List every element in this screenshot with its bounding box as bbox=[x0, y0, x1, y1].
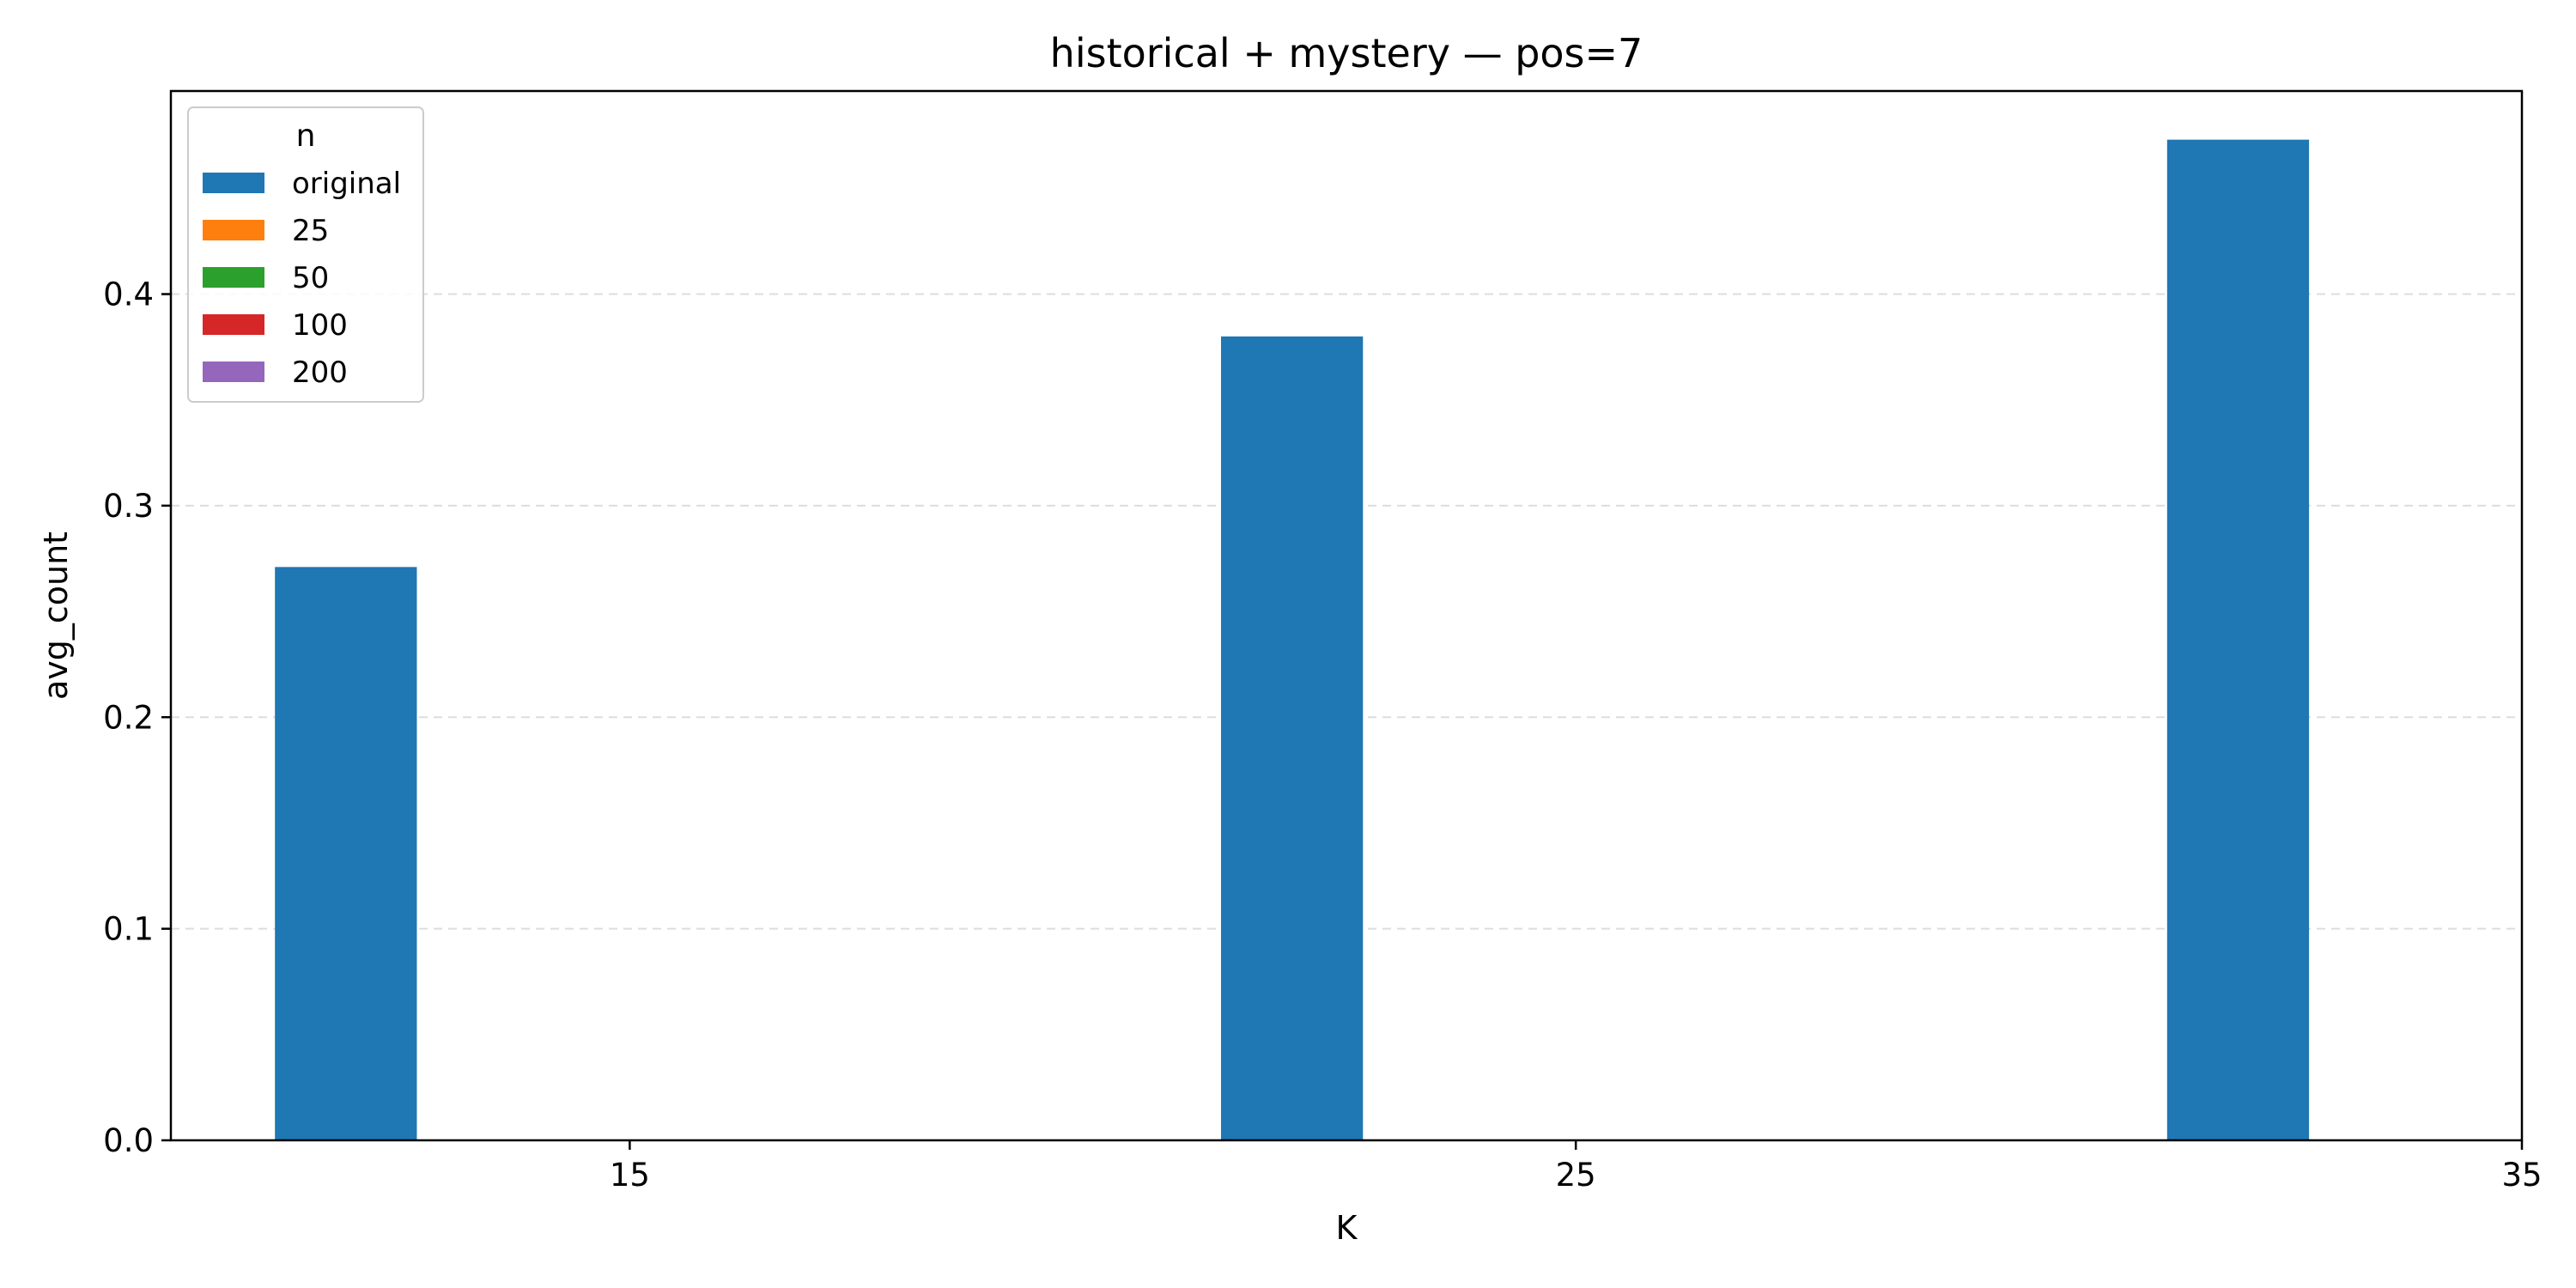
chart-title: historical + mystery — pos=7 bbox=[1050, 30, 1643, 76]
legend: n original 25 50 100 200 bbox=[187, 106, 424, 403]
legend-label-200: 200 bbox=[292, 355, 348, 390]
bar-original-k15 bbox=[275, 567, 417, 1140]
y-tick-label: 0.0 bbox=[103, 1122, 154, 1159]
x-axis-ticks: 15 25 35 bbox=[610, 1140, 2543, 1194]
y-tick-label: 0.3 bbox=[103, 488, 154, 525]
y-axis-label: avg_count bbox=[37, 532, 75, 700]
y-tick-label: 0.2 bbox=[103, 699, 154, 736]
y-tick-label: 0.4 bbox=[103, 276, 154, 313]
legend-label-original: original bbox=[292, 167, 401, 201]
bar-original-k35 bbox=[2166, 139, 2310, 1141]
legend-label-50: 50 bbox=[292, 261, 329, 295]
legend-swatch-original bbox=[203, 173, 264, 193]
legend-label-25: 25 bbox=[292, 214, 329, 248]
legend-swatch-200 bbox=[203, 361, 264, 382]
x-tick-label: 35 bbox=[2501, 1157, 2542, 1194]
legend-entries: original 25 50 100 200 bbox=[203, 167, 401, 390]
y-tick-label: 0.1 bbox=[103, 911, 154, 948]
bars bbox=[275, 139, 2310, 1141]
legend-swatch-50 bbox=[203, 267, 264, 288]
y-axis-ticks: 0.0 0.1 0.2 0.3 0.4 bbox=[103, 276, 171, 1159]
plot-frame bbox=[169, 89, 2524, 1142]
x-tick-label: 25 bbox=[1556, 1157, 1596, 1194]
legend-swatch-25 bbox=[203, 220, 264, 240]
bar-original-k25 bbox=[1221, 336, 1364, 1141]
legend-label-100: 100 bbox=[292, 308, 348, 343]
legend-title: n bbox=[296, 118, 316, 154]
x-tick-label: 15 bbox=[610, 1157, 650, 1194]
legend-swatch-100 bbox=[203, 314, 264, 335]
x-axis-label: K bbox=[1336, 1209, 1358, 1247]
